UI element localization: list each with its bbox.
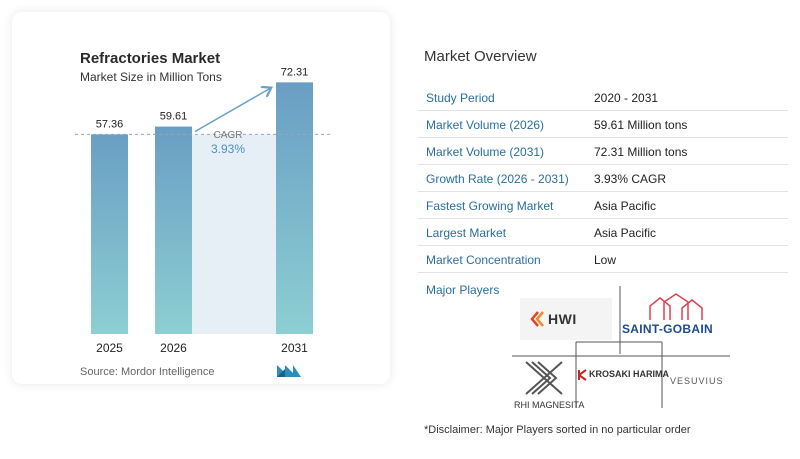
krosaki-logo-text: KROSAKI HARIMA [589,369,669,379]
disclaimer-text: *Disclaimer: Major Players sorted in no … [424,424,691,436]
overview-row-label: Market Volume (2026) [426,118,545,132]
overview-row: Market Volume (2031) 72.31 Million tons [418,138,788,165]
overview-row-value: Low [594,253,617,267]
major-players-title: Major Players [426,283,500,297]
saint-gobain-logo-text: SAINT-GOBAIN [622,322,713,336]
bar-value-label: 57.36 [96,118,124,130]
overview-row-value: Asia Pacific [594,199,657,213]
category-label: 2026 [160,341,187,355]
overview-row: Market Concentration Low [418,246,788,273]
overview-row-label: Study Period [426,91,495,105]
bar-value-label: 72.31 [281,66,309,78]
cagr-label: CAGR [214,130,243,141]
rhi-mark-icon [525,361,563,395]
player-logo-grid [512,286,730,408]
overview-row-value: Asia Pacific [594,226,657,240]
overview-row-label: Fastest Growing Market [426,199,554,213]
bar-2025 [91,134,128,334]
overview-row-label: Market Concentration [426,253,541,267]
overview-row: Largest Market Asia Pacific [418,219,788,246]
overview-row-value: 2020 - 2031 [594,91,659,105]
overview-row-value: 3.93% CAGR [594,172,667,186]
overview-row: Growth Rate (2026 - 2031) 3.93% CAGR [418,165,788,192]
krosaki-mark-icon [578,369,587,381]
category-label: 2025 [96,341,123,355]
overview-row: Market Volume (2026) 59.61 Million tons [418,111,788,138]
player-logo-krosaki-harima: KROSAKI HARIMA [578,366,669,386]
chart-subtitle: Market Size in Million Tons [80,70,222,84]
overview-row-value: 59.61 Million tons [594,118,688,132]
overview-title: Market Overview [424,48,537,65]
growth-band [192,134,276,334]
cagr-value: 3.93% [211,142,245,156]
overview-row-value: 72.31 Million tons [594,145,688,159]
bar-2031 [276,82,313,334]
player-logo-rhi-magnesita: RHI MAGNESITA [512,356,584,412]
overview-row: Study Period 2020 - 2031 [418,84,788,111]
overview-row: Fastest Growing Market Asia Pacific [418,192,788,219]
source-text: Source: Mordor Intelligence [80,366,215,378]
hwi-logo-text: HWI [548,311,577,327]
hwi-mark-icon [530,311,544,327]
overview-row-label: Growth Rate (2026 - 2031) [426,172,569,186]
rhi-logo-text: RHI MAGNESITA [514,400,585,410]
vesuvius-logo-text: VESUVIUS [670,376,724,386]
cagr-arrow [194,88,270,133]
bar-value-label: 59.61 [160,111,188,123]
chart-title: Refractories Market [80,50,221,67]
mordor-logo-icon [277,365,301,377]
category-label: 2031 [281,341,308,355]
bar-2026 [155,126,192,335]
player-logo-saint-gobain: SAINT-GOBAIN [620,292,732,340]
overview-row-label: Market Volume (2031) [426,145,545,159]
overview-row-label: Largest Market [426,226,507,240]
player-logo-hwi: HWI [520,298,612,340]
saint-gobain-skyline-icon [649,293,703,320]
player-logo-vesuvius: VESUVIUS [668,374,732,390]
